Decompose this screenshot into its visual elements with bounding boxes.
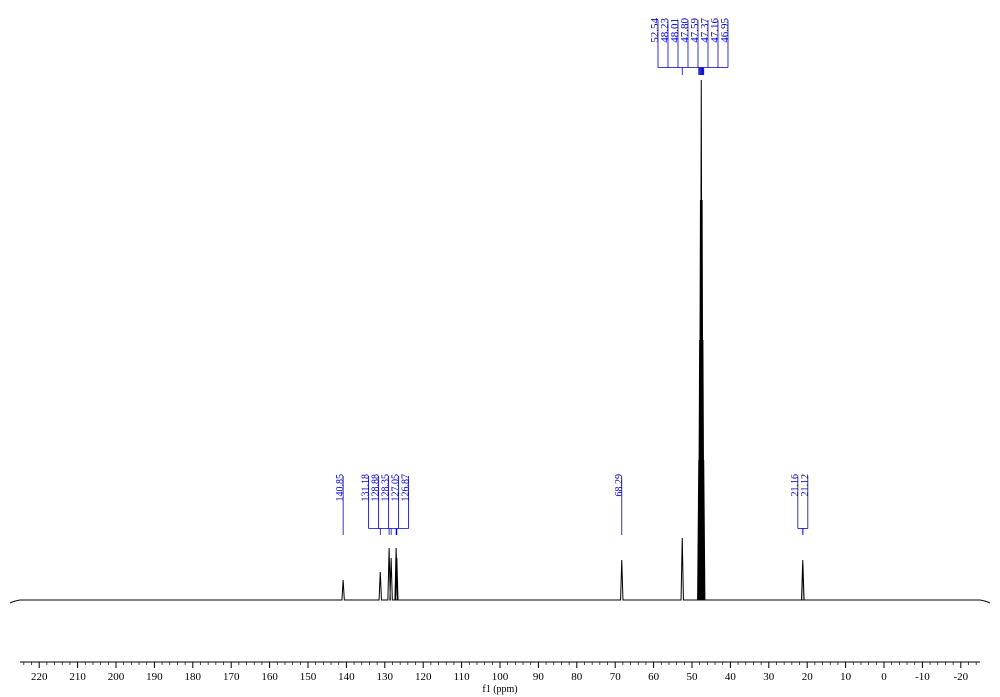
x-tick-label: -10 [915,671,930,683]
x-tick-label: 20 [802,671,814,683]
nmr-spectrum-container: 52.5448.2348.0147.8047.5947.3747.1646.95… [0,0,1000,697]
x-tick-label: 200 [108,671,125,683]
x-tick-label: 30 [763,671,775,683]
peak-value-label: 126.87 [401,474,412,502]
x-tick-label: 130 [377,671,394,683]
x-tick-label: 120 [415,671,432,683]
x-tick-label: -20 [953,671,968,683]
x-tick-label: 180 [185,671,202,683]
x-tick-label: 100 [492,671,509,683]
peak-value-label: 46.95 [719,18,731,43]
peak-value-label: 140.85 [335,474,346,502]
peak-value-label: 21.12 [800,474,811,497]
x-tick-label: 220 [31,671,48,683]
spectrum-plot: 52.5448.2348.0147.8047.5947.3747.1646.95… [0,0,1000,697]
x-tick-label: 60 [648,671,660,683]
x-tick-label: 40 [725,671,737,683]
x-tick-label: 0 [881,671,887,683]
x-tick-label: 160 [261,671,278,683]
x-tick-label: 90 [533,671,545,683]
x-tick-label: 190 [146,671,163,683]
x-tick-label: 170 [223,671,240,683]
x-tick-label: 110 [454,671,471,683]
x-tick-label: 10 [840,671,852,683]
x-tick-label: 50 [687,671,699,683]
spectrum-trace [20,80,980,600]
x-axis-title: f1 (ppm) [482,684,517,695]
x-tick-label: 140 [338,671,355,683]
x-tick-label: 150 [300,671,317,683]
x-tick-label: 210 [69,671,86,683]
x-tick-label: 80 [571,671,583,683]
peak-value-label: 68.29 [614,474,625,497]
x-tick-label: 70 [610,671,622,683]
